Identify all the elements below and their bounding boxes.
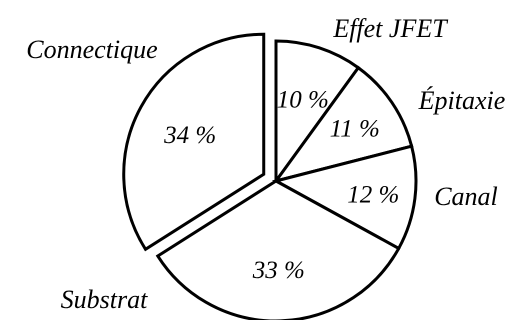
pie-slice-epitaxie bbox=[272, 65, 414, 184]
pie-slice-canal bbox=[271, 144, 418, 251]
pie-slice-connectique bbox=[122, 32, 266, 252]
pct-label-effet-jfet: 10 % bbox=[277, 86, 329, 113]
pct-label-epitaxie: 11 % bbox=[330, 115, 380, 142]
pct-label-connectique: 34 % bbox=[163, 122, 216, 149]
pct-label-canal: 12 % bbox=[347, 181, 399, 208]
pie-slice-substrat bbox=[155, 179, 401, 320]
category-label-substrat: Substrat bbox=[61, 285, 148, 314]
pct-label-substrat: 33 % bbox=[252, 257, 305, 284]
category-label-canal: Canal bbox=[434, 182, 498, 211]
category-label-effet-jfet: Effet JFET bbox=[332, 14, 448, 43]
category-label-connectique: Connectique bbox=[26, 35, 157, 64]
category-label-epitaxie: Épitaxie bbox=[418, 86, 506, 115]
pie-slice-effet-jfet bbox=[274, 39, 361, 186]
